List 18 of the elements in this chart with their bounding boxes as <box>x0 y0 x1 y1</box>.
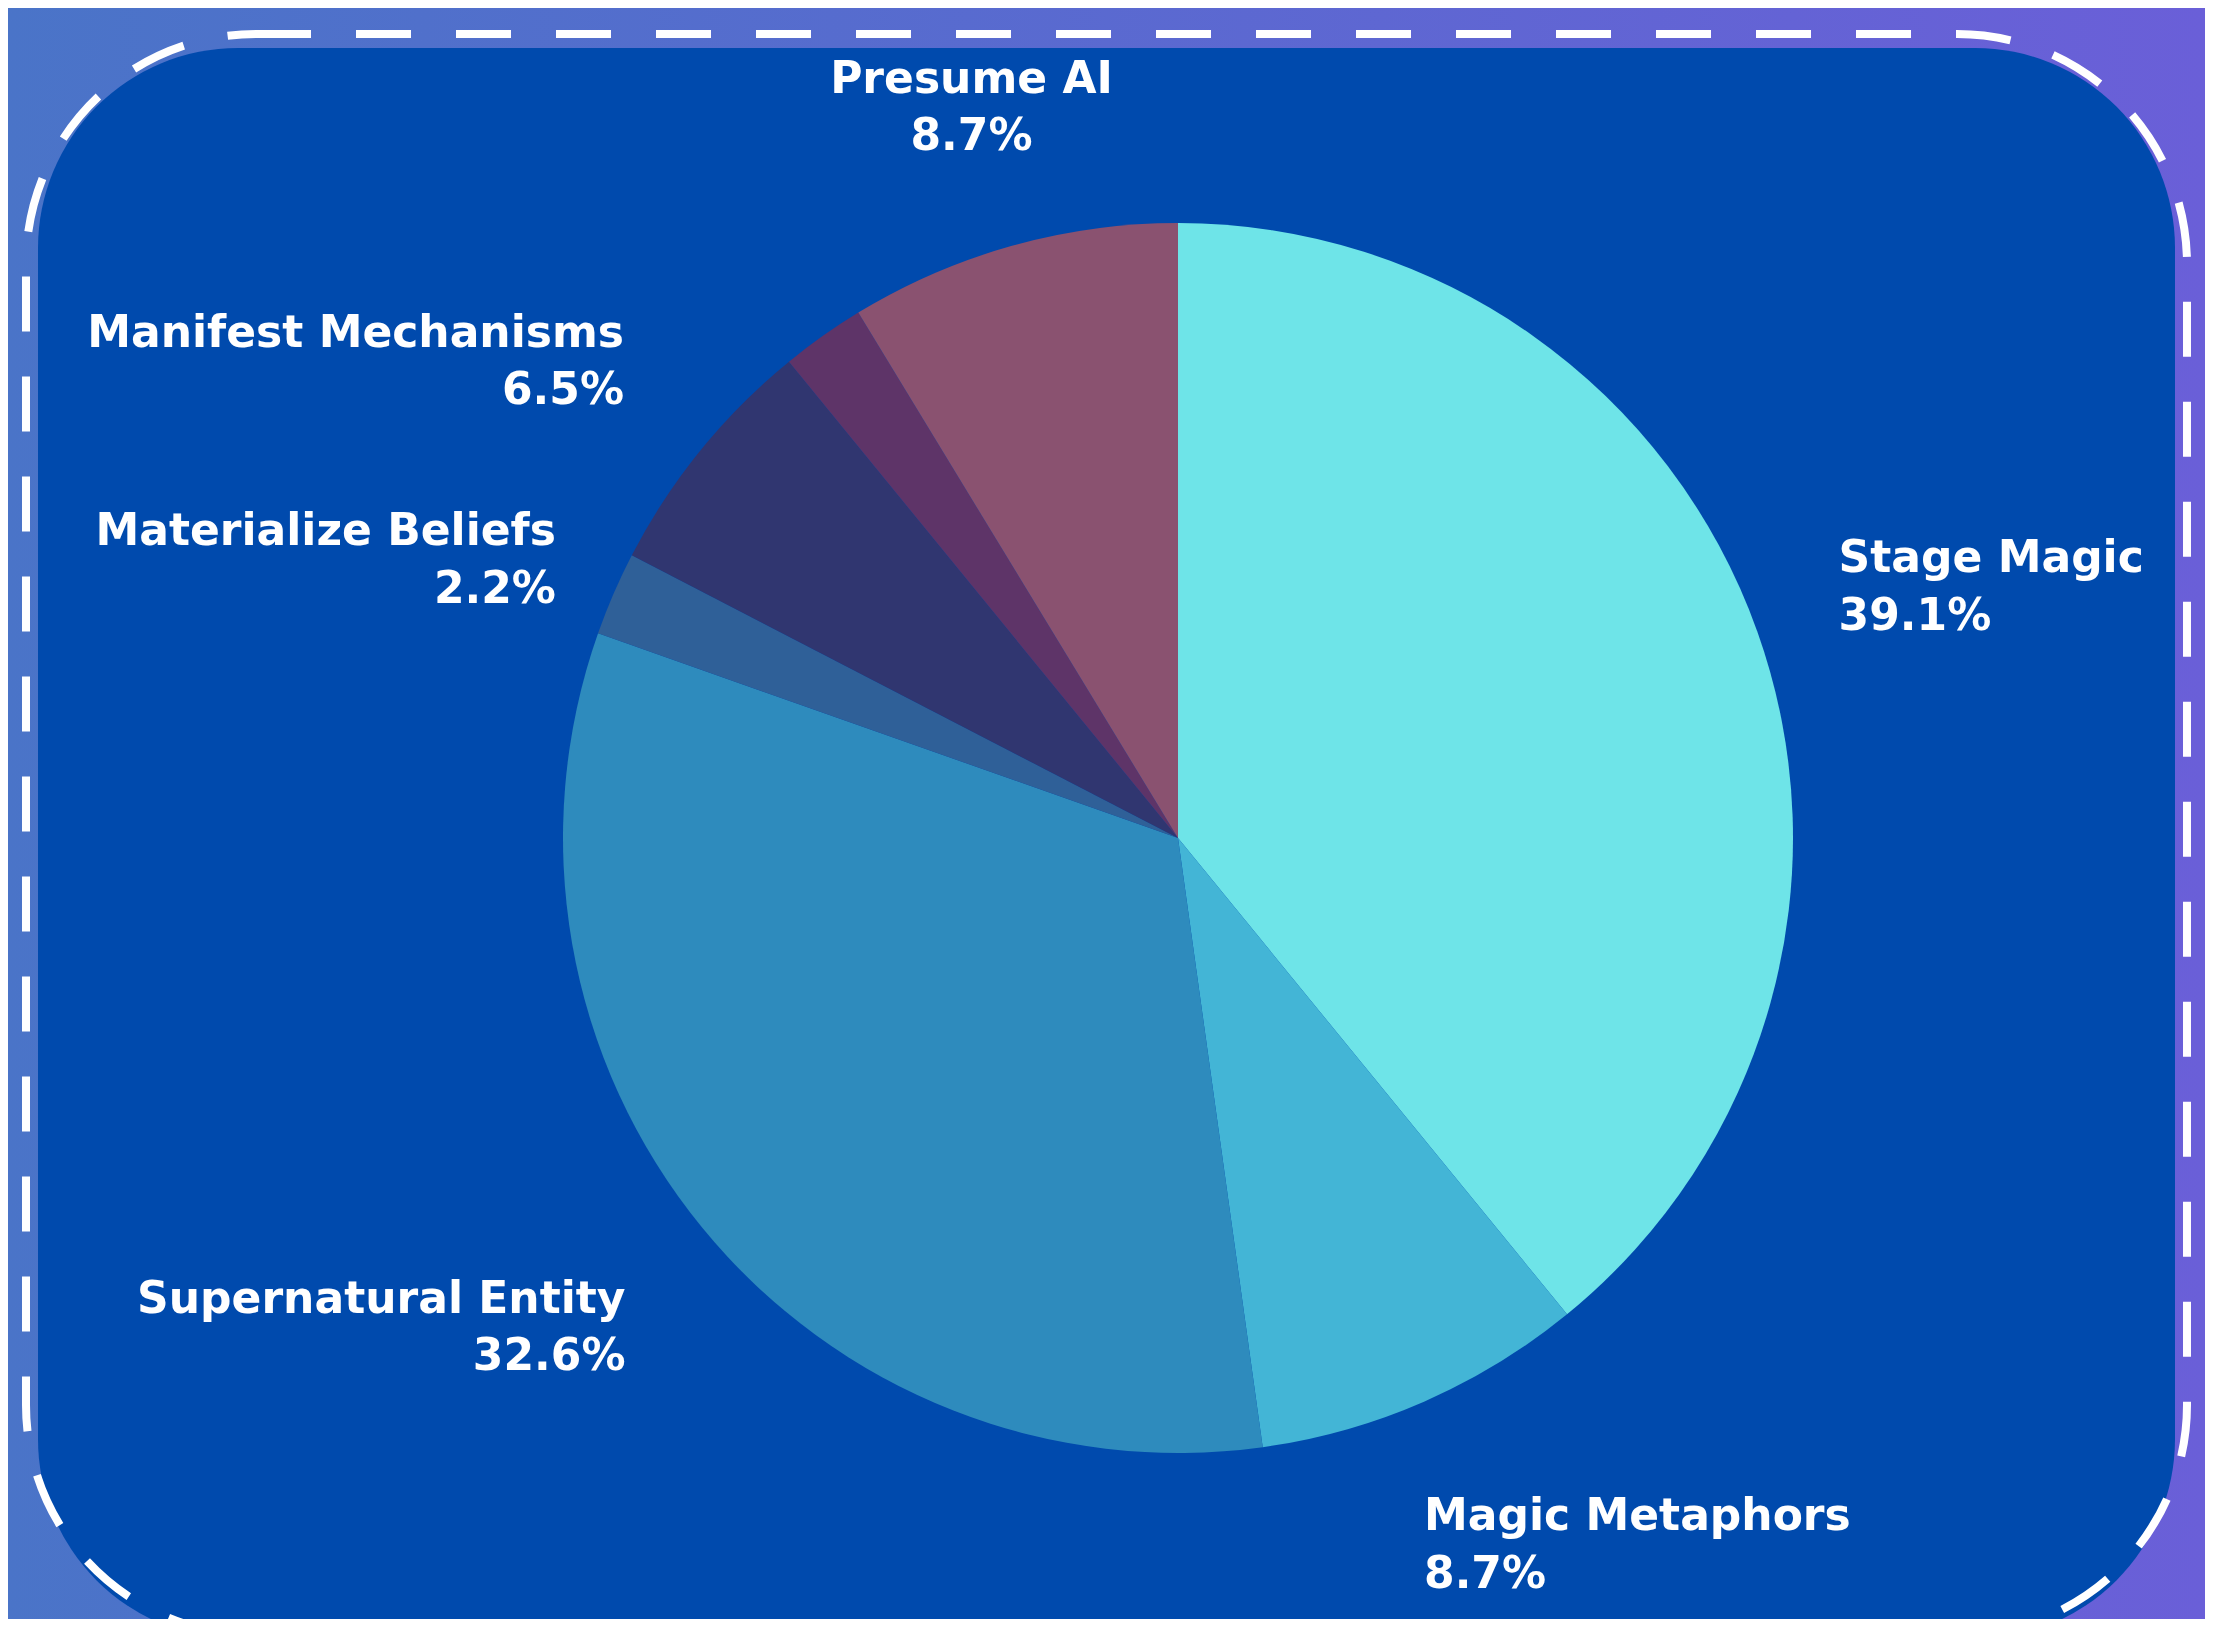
data-label: 2.2% <box>433 561 556 613</box>
pie-slice <box>788 312 1178 838</box>
pie-slice <box>858 223 1178 838</box>
pie-slice <box>631 361 1178 838</box>
data-label: 32.6% <box>472 1329 626 1381</box>
slice-label: Stage Magic <box>1838 531 2144 583</box>
pie-slice <box>1178 223 1793 1315</box>
data-label: 8.7% <box>910 108 1033 160</box>
data-label: 39.1% <box>1838 588 1992 640</box>
data-label: 8.7% <box>1424 1546 1547 1598</box>
slice-label: Manifest Mechanisms <box>87 306 624 358</box>
slice-label: Magic Metaphors <box>1424 1489 1851 1541</box>
slice-label: Materialize Beliefs <box>95 504 556 556</box>
data-label: 6.5% <box>501 363 624 415</box>
slice-label: Presume AI <box>830 51 1113 103</box>
pie-slice <box>598 555 1178 838</box>
pie-slice <box>1178 838 1568 1448</box>
slice-label: Supernatural Entity <box>137 1272 626 1324</box>
